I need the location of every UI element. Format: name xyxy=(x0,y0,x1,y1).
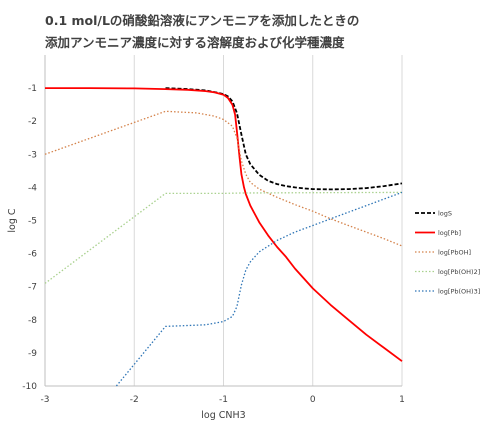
y-tick-labels: -1 -2 -3 -4 -5 -6 -7 -8 -9 -10 xyxy=(22,84,37,392)
y-tick-label: -1 xyxy=(28,84,37,94)
x-axis-label: log CNH3 xyxy=(201,410,245,421)
y-tick-label: -7 xyxy=(28,283,37,293)
legend-label-0: logS xyxy=(438,210,452,218)
x-tick-labels: -3 -2 -1 0 1 xyxy=(41,395,405,405)
y-tick-label: -5 xyxy=(28,217,37,227)
chart-title-line-2: 添加アンモニア濃度に対する溶解度および化学種濃度 xyxy=(45,35,345,50)
y-tick-label: -9 xyxy=(28,349,37,359)
legend-label-3: log[Pb(OH)2] xyxy=(438,268,480,276)
chart-title-line-1: 0.1 mol/Lの硝酸鉛溶液にアンモニアを添加したときの xyxy=(45,13,360,28)
x-tick-label: -2 xyxy=(130,395,139,405)
y-axis-label: log C xyxy=(7,208,18,233)
y-tick-label: -8 xyxy=(28,316,37,326)
series-line-1 xyxy=(45,87,403,362)
series-line-0 xyxy=(165,87,403,191)
grid-lines xyxy=(44,55,403,386)
x-tick-label: -1 xyxy=(219,395,228,405)
y-tick-label: -4 xyxy=(28,183,37,193)
series-line-2 xyxy=(44,110,403,247)
chart-title: 0.1 mol/Lの硝酸鉛溶液にアンモニアを添加したときの 添加アンモニア濃度に… xyxy=(45,10,359,54)
x-tick-label: -3 xyxy=(41,395,50,405)
series-line-3 xyxy=(44,191,403,284)
legend: logS log[Pb] log[PbOH] log[Pb(OH)2] log[Pb(O… xyxy=(415,210,480,296)
x-tick-label: 1 xyxy=(399,395,405,405)
y-tick-label: -10 xyxy=(22,382,37,392)
series-lines xyxy=(44,87,403,387)
legend-label-2: log[PbOH] xyxy=(438,249,471,257)
y-tick-label: -6 xyxy=(28,250,37,260)
legend-label-4: log[Pb(OH)3] xyxy=(438,288,480,296)
y-tick-label: -3 xyxy=(28,150,37,160)
x-tick-label: 0 xyxy=(310,395,316,405)
legend-label-1: log[Pb] xyxy=(438,229,461,237)
series-line-4 xyxy=(115,191,403,387)
y-tick-label: -2 xyxy=(28,117,37,127)
axes xyxy=(44,55,402,387)
